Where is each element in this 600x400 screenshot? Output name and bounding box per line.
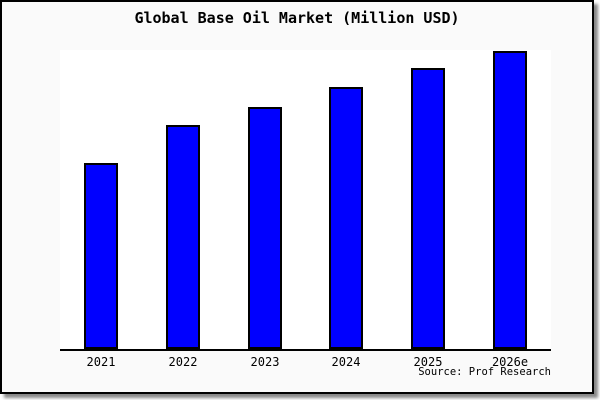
bar-2021 bbox=[84, 163, 118, 349]
x-axis-label-2026e: 2026e bbox=[491, 355, 529, 369]
bar-2026e bbox=[493, 51, 527, 349]
chart-title: Global Base Oil Market (Million USD) bbox=[134, 9, 460, 27]
x-axis-label-2021: 2021 bbox=[86, 355, 116, 369]
source-note: Source: Prof Research bbox=[418, 366, 551, 378]
chart-image-frame: Global Base Oil Market (Million USD) 202… bbox=[0, 0, 594, 394]
x-axis-label-2023: 2023 bbox=[250, 355, 280, 369]
bar-2022 bbox=[166, 125, 200, 349]
x-axis-labels: 2021 2022 2023 2024 2025 2026e bbox=[60, 353, 551, 369]
x-axis-label-2024: 2024 bbox=[331, 355, 361, 369]
bar-2024 bbox=[329, 87, 363, 349]
plot-area bbox=[60, 50, 551, 351]
bar-2023 bbox=[248, 107, 282, 349]
x-axis-label-2022: 2022 bbox=[168, 355, 198, 369]
bar-2025 bbox=[411, 68, 445, 349]
x-axis-label-2025: 2025 bbox=[413, 355, 443, 369]
